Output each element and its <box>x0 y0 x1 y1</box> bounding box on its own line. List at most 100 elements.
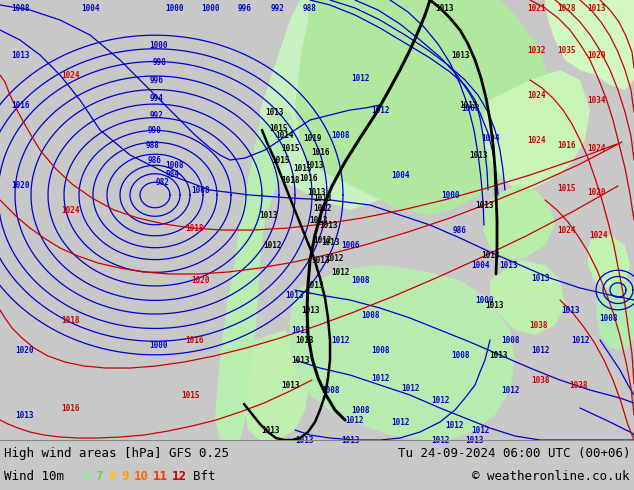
Text: 1015: 1015 <box>269 123 287 132</box>
Polygon shape <box>215 110 295 440</box>
Text: 1008: 1008 <box>361 311 379 319</box>
Text: 1013: 1013 <box>295 336 314 344</box>
Text: 1012: 1012 <box>430 395 450 405</box>
Polygon shape <box>588 235 630 290</box>
Text: 1008: 1008 <box>351 406 369 415</box>
Text: 1004: 1004 <box>471 261 489 270</box>
Text: 1016: 1016 <box>557 141 575 149</box>
Text: 1012: 1012 <box>313 236 331 245</box>
Text: 1012: 1012 <box>346 416 365 424</box>
Text: 1013: 1013 <box>281 381 299 390</box>
Text: 1012: 1012 <box>501 386 519 394</box>
Text: 1008: 1008 <box>165 161 184 170</box>
Text: 1013: 1013 <box>291 356 309 365</box>
Text: 1013: 1013 <box>489 350 507 360</box>
Text: 1012: 1012 <box>371 373 389 383</box>
Text: 1006: 1006 <box>340 241 359 249</box>
Text: 1013: 1013 <box>286 291 304 299</box>
Text: 1020: 1020 <box>11 180 29 190</box>
Text: 1038: 1038 <box>529 320 547 329</box>
Text: 1008: 1008 <box>321 386 339 394</box>
Text: 1013: 1013 <box>466 436 484 444</box>
Text: 1008: 1008 <box>351 275 369 285</box>
Text: 1000: 1000 <box>476 295 495 304</box>
Text: 1015: 1015 <box>281 144 299 152</box>
Text: 1016: 1016 <box>11 100 29 109</box>
Polygon shape <box>596 280 634 350</box>
Text: 1000: 1000 <box>149 41 167 49</box>
Text: 10: 10 <box>134 469 149 483</box>
Text: High wind areas [hPa] GFS 0.25: High wind areas [hPa] GFS 0.25 <box>4 446 229 460</box>
Text: 1013: 1013 <box>459 100 477 109</box>
Text: 1012: 1012 <box>446 420 464 430</box>
Text: 1015: 1015 <box>557 184 575 193</box>
Text: 1013: 1013 <box>321 238 339 246</box>
Text: Wind 10m: Wind 10m <box>4 469 64 483</box>
Text: 1032: 1032 <box>527 46 545 54</box>
Text: 1013: 1013 <box>486 300 504 310</box>
Text: 1024: 1024 <box>589 230 607 240</box>
Text: 1012: 1012 <box>326 253 344 263</box>
Text: 1024: 1024 <box>586 144 605 152</box>
Text: 1012: 1012 <box>531 345 549 355</box>
Text: 1013: 1013 <box>481 250 499 260</box>
Text: 1012: 1012 <box>401 384 419 392</box>
Text: 1035: 1035 <box>557 46 575 54</box>
Text: 12: 12 <box>172 469 187 483</box>
Text: 1015: 1015 <box>271 155 289 165</box>
Text: 1013: 1013 <box>266 107 284 117</box>
Text: 1013: 1013 <box>476 200 495 210</box>
Text: 1013: 1013 <box>16 411 34 419</box>
Text: 986: 986 <box>148 155 162 165</box>
Text: 1000: 1000 <box>165 3 184 13</box>
Text: 1024: 1024 <box>557 225 575 235</box>
Text: 1013: 1013 <box>586 3 605 13</box>
Text: 1012: 1012 <box>430 436 450 444</box>
Text: 1021: 1021 <box>527 3 545 13</box>
Text: 1013: 1013 <box>306 280 324 290</box>
Text: 1000: 1000 <box>201 3 219 13</box>
Text: 1012: 1012 <box>331 336 349 344</box>
Text: 1018: 1018 <box>186 223 204 233</box>
Text: 1008: 1008 <box>11 3 29 13</box>
Text: 996: 996 <box>238 3 252 13</box>
Polygon shape <box>545 0 634 90</box>
Text: 1018: 1018 <box>61 316 79 324</box>
Text: 1012: 1012 <box>371 105 389 115</box>
Text: 1013: 1013 <box>451 50 469 59</box>
Text: 1016: 1016 <box>186 336 204 344</box>
Text: 1012: 1012 <box>391 417 410 426</box>
Text: 1016: 1016 <box>311 147 329 156</box>
Text: 1004: 1004 <box>481 133 499 143</box>
Text: 1008: 1008 <box>461 103 479 113</box>
Text: 1012: 1012 <box>351 74 369 82</box>
Text: 994: 994 <box>150 94 164 102</box>
Text: 990: 990 <box>148 125 162 135</box>
Text: 6: 6 <box>82 469 89 483</box>
Text: 1024: 1024 <box>61 71 79 79</box>
Text: 1020: 1020 <box>586 50 605 59</box>
Text: 1024: 1024 <box>527 91 545 99</box>
Text: 1038: 1038 <box>531 375 549 385</box>
Polygon shape <box>482 70 590 190</box>
Text: 1008: 1008 <box>191 186 209 195</box>
Text: 1013: 1013 <box>436 3 454 13</box>
Text: 8: 8 <box>108 469 115 483</box>
Text: 1012: 1012 <box>291 325 309 335</box>
Polygon shape <box>490 260 565 335</box>
Text: 9: 9 <box>121 469 129 483</box>
Text: 986: 986 <box>453 225 467 235</box>
Text: 1016: 1016 <box>299 173 317 182</box>
Polygon shape <box>245 330 310 440</box>
Text: 1014: 1014 <box>276 130 294 140</box>
Text: 1012: 1012 <box>571 336 589 344</box>
Text: 988: 988 <box>303 3 317 13</box>
Text: 1004: 1004 <box>391 171 410 179</box>
Text: 1008: 1008 <box>371 345 389 355</box>
Text: 1013: 1013 <box>259 211 277 220</box>
Text: 1013: 1013 <box>531 273 549 283</box>
Text: 998: 998 <box>153 57 167 67</box>
Text: 1000: 1000 <box>149 341 167 349</box>
Text: 1013: 1013 <box>560 305 579 315</box>
Text: 1004: 1004 <box>81 3 100 13</box>
